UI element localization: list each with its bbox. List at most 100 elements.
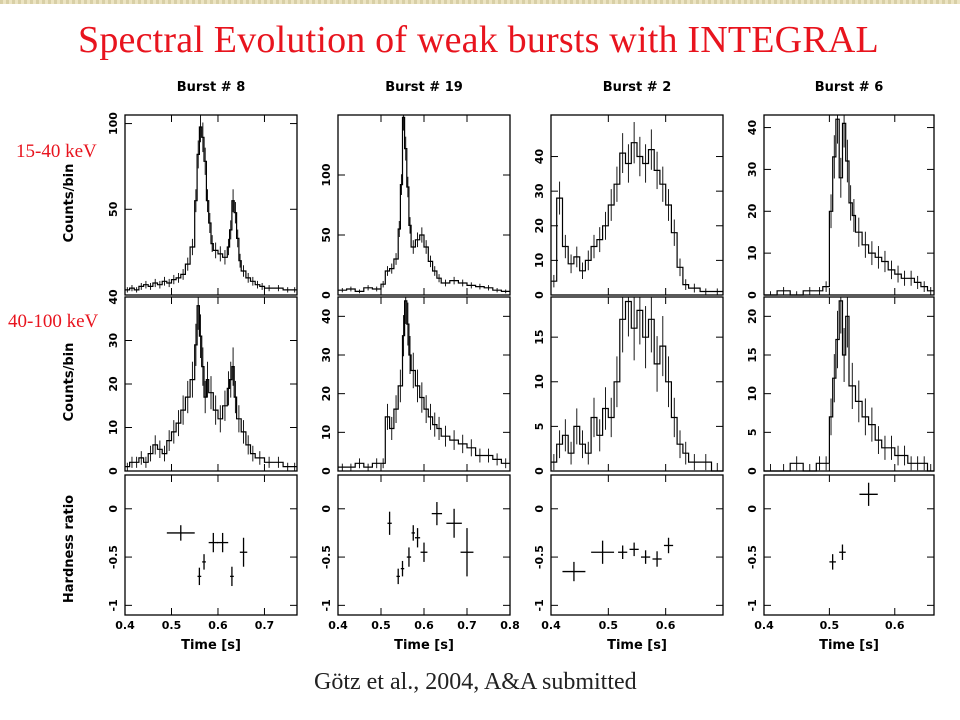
y-tick-label: -0.5: [746, 545, 759, 569]
count-histogram: [551, 142, 723, 293]
x-axis-label: Time [s]: [607, 638, 667, 653]
x-tick-label: 0.5: [162, 619, 182, 632]
panel-low: 0 10 20 30 40: [746, 114, 935, 299]
burst-column-1: Burst # 8 50 100 Counts/bin 0 10 20 30 40 Counts/…: [62, 80, 298, 653]
hardness-point: [197, 567, 202, 586]
panel-high: 0 10 20 30 40 Counts/bin: [62, 289, 298, 475]
y-tick-label: 100: [320, 163, 333, 186]
hardness-point: [859, 482, 878, 506]
y-tick-label: 0: [533, 505, 546, 513]
panel-frame: [337, 114, 511, 296]
panel-hardness: -1 -0.5 0 0.4 0.5 0.6 Time [s]: [533, 474, 724, 653]
hardness-point: [396, 568, 400, 585]
count-histogram: [125, 305, 297, 468]
citation: Götz et al., 2004, A&A submitted: [314, 669, 637, 695]
panel-frame: [763, 296, 935, 472]
x-tick-label: 0.8: [500, 619, 520, 632]
x-tick-label: 0.4: [754, 619, 774, 632]
count-histogram: [125, 126, 297, 291]
hardness-point: [411, 525, 415, 541]
y-tick-label: 15: [746, 347, 759, 362]
y-tick-label: 10: [746, 245, 759, 261]
panel-title: Burst # 8: [177, 80, 246, 95]
y-tick-label: 20: [746, 308, 759, 324]
panel-high: 0 5 10 15: [533, 296, 724, 475]
x-axis-label: Time [s]: [394, 638, 454, 653]
hardness-point: [839, 544, 846, 560]
y-axis-label: Counts/bin: [62, 164, 77, 243]
hardness-point: [406, 547, 412, 567]
hardness-point: [829, 554, 836, 570]
hardness-point: [663, 537, 674, 554]
x-tick-label: 0.6: [208, 619, 228, 632]
band-label-low-energy: 15-40 keV: [16, 141, 97, 162]
x-tick-label: 0.5: [599, 619, 619, 632]
y-tick-label: 10: [533, 252, 546, 268]
y-tick-label: -1: [533, 599, 546, 611]
panel-title: Burst # 19: [385, 80, 463, 95]
y-axis-label: Hardness ratio: [62, 495, 77, 603]
panel-hardness: -1 -0.5 0 0.4 0.5 0.6 Time [s]: [746, 474, 935, 653]
burst-column-2: Burst # 19 0 50 100 0 10 20 30 40 -1 -0.5 0 0.4 0.5 0.…: [320, 80, 520, 653]
y-tick-label: 40: [107, 289, 120, 305]
y-tick-label: 50: [107, 201, 120, 217]
y-tick-label: 40: [320, 308, 333, 324]
panel-low: 0 10 20 30 40: [533, 114, 724, 299]
count-histogram: [338, 116, 510, 292]
y-tick-label: 10: [107, 420, 120, 436]
x-axis-label: Time [s]: [181, 638, 241, 653]
hardness-point: [239, 537, 248, 567]
panel-hardness: -1 -0.5 0 0.4 0.5 0.6 0.7 Time [s] Hardness rati…: [62, 474, 298, 653]
y-tick-label: 0: [746, 291, 759, 299]
y-tick-label: 0: [320, 505, 333, 513]
panel-low: 50 100 Counts/bin: [62, 112, 298, 296]
hardness-point: [414, 528, 421, 548]
panel-frame: [550, 296, 724, 472]
y-tick-label: 0: [107, 505, 120, 513]
hardness-point: [618, 545, 628, 559]
y-tick-label: 40: [533, 149, 546, 165]
x-axis-label: Time [s]: [819, 638, 879, 653]
hardness-point: [387, 511, 392, 535]
count-histogram: [764, 118, 934, 296]
y-tick-label: 10: [746, 386, 759, 402]
slide-title: Spectral Evolution of weak bursts with I…: [78, 19, 879, 61]
panel-frame: [124, 474, 298, 616]
y-tick-label: 0: [746, 467, 759, 475]
x-tick-label: 0.5: [371, 619, 391, 632]
x-tick-label: 0.5: [820, 619, 840, 632]
y-tick-label: -1: [320, 599, 333, 611]
x-tick-label: 0.7: [255, 619, 275, 632]
x-tick-label: 0.6: [414, 619, 434, 632]
x-tick-label: 0.6: [885, 619, 905, 632]
y-tick-label: 30: [533, 183, 546, 199]
y-tick-label: -1: [107, 599, 120, 611]
y-tick-label: 5: [533, 423, 546, 431]
hardness-point: [652, 551, 662, 567]
top-decoration-bar: [0, 0, 960, 4]
x-tick-label: 0.4: [115, 619, 135, 632]
panel-frame: [550, 114, 724, 296]
y-tick-label: 0: [320, 467, 333, 475]
y-tick-label: -0.5: [107, 545, 120, 569]
burst-column-4: Burst # 6 0 10 20 30 40 0 5 10 15 20 -1 -0.5 0 0.4 0.5 0…: [746, 80, 935, 653]
y-tick-label: 20: [320, 386, 333, 402]
panel-frame: [550, 474, 724, 616]
x-tick-label: 0.7: [457, 619, 477, 632]
x-tick-label: 0.4: [541, 619, 561, 632]
hardness-point: [460, 528, 474, 577]
hardness-point: [208, 532, 218, 553]
y-tick-label: 100: [107, 112, 120, 135]
hardness-point: [446, 508, 462, 538]
y-tick-label: -0.5: [320, 545, 333, 569]
panel-title: Burst # 6: [815, 80, 884, 95]
y-tick-label: 15: [533, 329, 546, 344]
y-tick-label: -1: [746, 599, 759, 611]
y-tick-label: 20: [746, 203, 759, 219]
y-tick-label: 40: [746, 120, 759, 136]
panel-frame: [124, 114, 298, 296]
panel-high: 0 5 10 15 20: [746, 296, 935, 475]
hardness-point: [166, 525, 195, 541]
y-tick-label: 0: [107, 467, 120, 475]
y-tick-label: 10: [533, 374, 546, 390]
